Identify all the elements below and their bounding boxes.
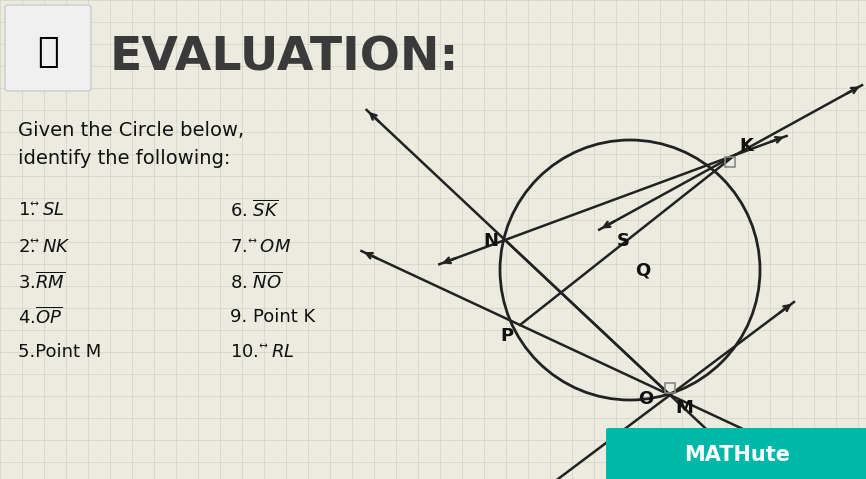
Text: 6. $\overline{SK}$: 6. $\overline{SK}$ (230, 199, 280, 221)
Text: L: L (837, 478, 850, 479)
FancyBboxPatch shape (5, 5, 91, 91)
Text: 10. $\overleftrightarrow{RL}$: 10. $\overleftrightarrow{RL}$ (230, 343, 294, 361)
Text: 9. Point K: 9. Point K (230, 308, 315, 326)
Text: M: M (675, 399, 693, 417)
Text: 8. $\overline{NO}$: 8. $\overline{NO}$ (230, 271, 282, 293)
Text: P: P (500, 327, 514, 345)
FancyBboxPatch shape (606, 428, 866, 479)
Text: 🦎: 🦎 (37, 35, 59, 69)
Text: EVALUATION:: EVALUATION: (110, 35, 459, 80)
Text: N: N (483, 232, 498, 250)
Text: identify the following:: identify the following: (18, 148, 230, 168)
Text: Q: Q (635, 262, 650, 280)
Text: S: S (617, 232, 630, 250)
Text: 3.$\overline{RM}$: 3.$\overline{RM}$ (18, 271, 65, 293)
Bar (725, 157, 735, 167)
Text: 7. $\overleftrightarrow{OM}$: 7. $\overleftrightarrow{OM}$ (230, 238, 291, 256)
Text: 2.$\overleftrightarrow{NK}$: 2.$\overleftrightarrow{NK}$ (18, 238, 71, 256)
Text: Given the Circle below,: Given the Circle below, (18, 121, 244, 139)
Text: O: O (638, 390, 653, 408)
Text: K: K (739, 137, 753, 155)
Text: 1.$\overleftrightarrow{SL}$: 1.$\overleftrightarrow{SL}$ (18, 201, 65, 219)
Bar (665, 383, 675, 393)
Text: 5.Point M: 5.Point M (18, 343, 101, 361)
Text: 4.$\overline{OP}$: 4.$\overline{OP}$ (18, 306, 62, 328)
Text: MATHute: MATHute (684, 445, 790, 465)
